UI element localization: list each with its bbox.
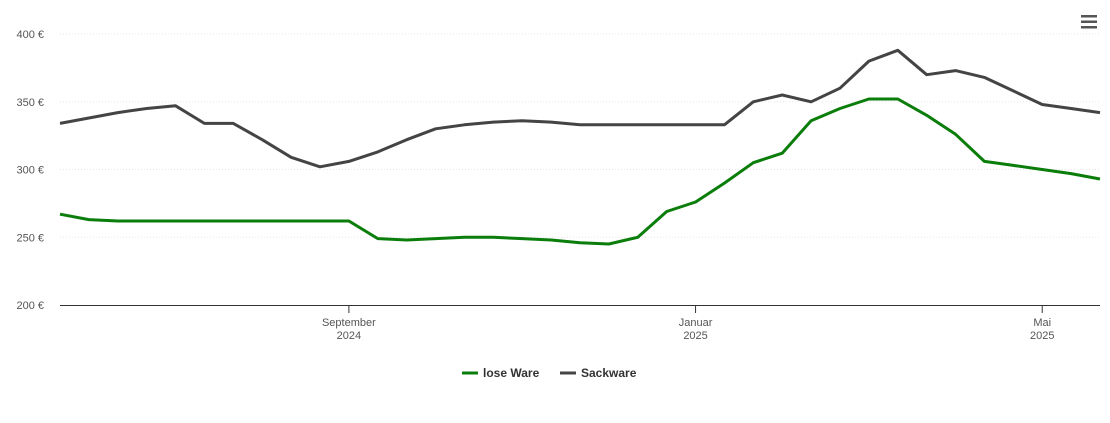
x-tick-label: September 2024 — [322, 317, 376, 342]
x-tick-label: Januar 2025 — [679, 317, 713, 342]
line-series — [59, 97, 1101, 246]
x-tick-label-line: 2024 — [337, 330, 361, 342]
legend-label: Sackware — [581, 366, 637, 380]
x-tick-label-line: September — [322, 317, 376, 329]
menu-button[interactable] — [1078, 13, 1100, 31]
x-tick-label-line: Mai — [1033, 317, 1051, 329]
line-series — [59, 48, 1101, 169]
x-tick-label-line: Januar — [679, 317, 713, 329]
y-tick-label: 200 € — [16, 300, 44, 312]
legend-label: lose Ware — [483, 366, 540, 380]
y-tick-label: 300 € — [16, 165, 44, 177]
legend-item[interactable]: Sackware — [560, 366, 637, 380]
menu-bar — [1081, 26, 1097, 29]
menu-bar — [1081, 15, 1097, 18]
x-tick-label: Mai 2025 — [1030, 317, 1054, 342]
x-tick-label-line: 2025 — [1030, 330, 1054, 342]
x-tick-label-line: 2025 — [683, 330, 707, 342]
y-tick-label: 350 € — [16, 97, 44, 109]
y-tick-label: 400 € — [16, 29, 44, 41]
y-tick-label: 250 € — [16, 232, 44, 244]
legend-item[interactable]: lose Ware — [462, 366, 540, 380]
menu-bar — [1081, 20, 1097, 23]
